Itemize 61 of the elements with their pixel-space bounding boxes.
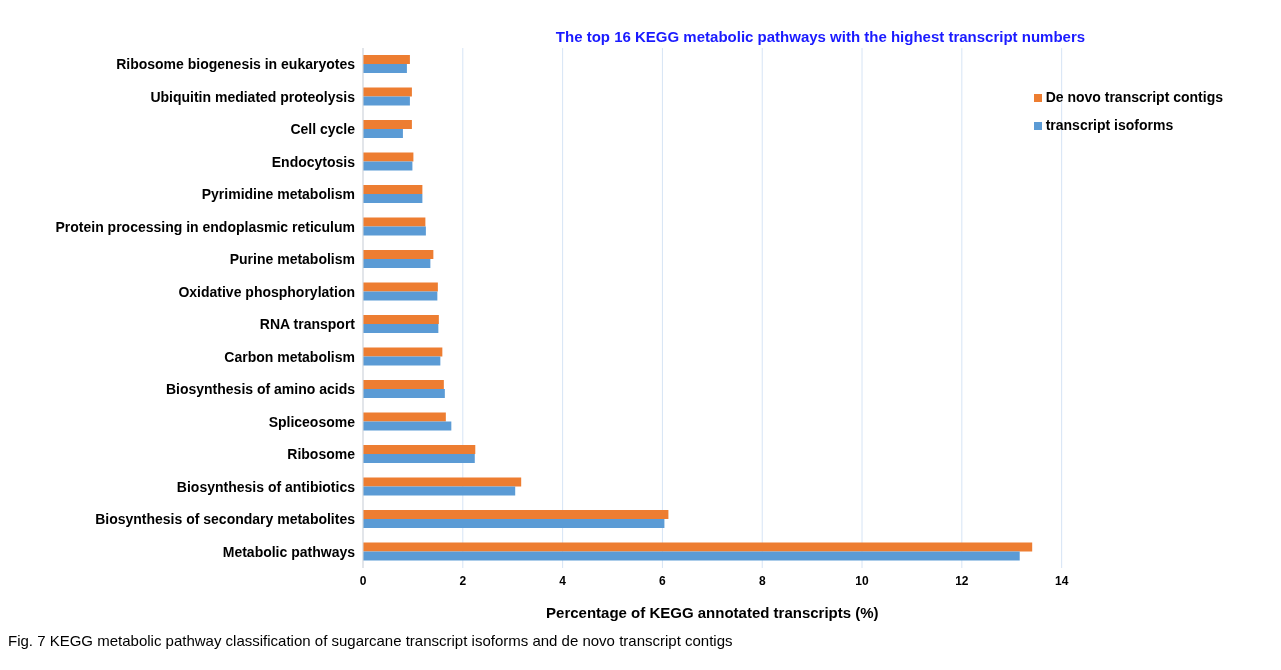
bar xyxy=(363,96,410,106)
bar xyxy=(363,347,443,357)
y-tick-label: Cell cycle xyxy=(290,121,356,138)
x-tick-label: 0 xyxy=(359,573,367,588)
bar xyxy=(363,291,438,301)
x-tick-label: 6 xyxy=(659,573,667,588)
x-tick-label: 4 xyxy=(559,573,567,588)
bar xyxy=(363,185,423,194)
y-tick-label: Ribosome xyxy=(287,446,356,463)
bar xyxy=(363,282,438,292)
bar xyxy=(363,454,475,463)
y-tick-label: RNA transport xyxy=(259,316,356,333)
y-tick-label: Spliceosome xyxy=(268,413,356,430)
bar xyxy=(363,152,414,162)
bar xyxy=(363,542,1033,552)
y-tick-label: Pyrimidine metabolism xyxy=(201,186,355,203)
chart-title: The top 16 KEGG metabolic pathways with the highest transcript numbers xyxy=(554,28,1087,45)
bar xyxy=(363,87,412,97)
y-tick-label: Endocytosis xyxy=(271,153,356,170)
x-tick-label: 14 xyxy=(1054,573,1069,588)
legend-label: De novo transcript contigs xyxy=(1045,89,1223,105)
y-tick-label: Ribosome biogenesis in eukaryotes xyxy=(116,56,356,73)
bar xyxy=(363,315,439,324)
bar xyxy=(363,510,669,519)
x-tick-label: 12 xyxy=(955,573,969,588)
x-axis-title: Percentage of KEGG annotated transcripts (%) xyxy=(546,604,879,621)
caption: Fig. 7 KEGG metabolic pathway classification of sugarcane transcript isoforms and de novo transcript contigs xyxy=(8,632,734,649)
bar xyxy=(363,217,426,227)
bar xyxy=(363,55,410,64)
bar xyxy=(363,519,665,528)
bar xyxy=(363,486,516,496)
y-tick-label: Metabolic pathways xyxy=(222,543,356,560)
bar xyxy=(363,389,445,398)
bar xyxy=(363,250,434,259)
y-tick-label: Biosynthesis of secondary metabolites xyxy=(95,511,356,528)
bar xyxy=(363,356,441,366)
bar xyxy=(363,445,476,454)
y-tick-label: Ubiquitin mediated proteolysis xyxy=(150,88,356,105)
y-tick-label: Protein processing in endoplasmic reticulum xyxy=(55,218,355,235)
bar xyxy=(363,226,426,236)
y-tick-label: Biosynthesis of antibiotics xyxy=(176,478,356,495)
x-tick-label: 10 xyxy=(855,573,870,588)
bar xyxy=(363,412,446,422)
bar xyxy=(363,477,522,487)
legend-label: transcript isoforms xyxy=(1045,117,1174,133)
bar xyxy=(363,194,423,203)
x-tick-label: 2 xyxy=(459,573,467,588)
bar xyxy=(363,324,439,333)
bar xyxy=(363,161,413,171)
bar xyxy=(363,259,431,268)
bar xyxy=(363,120,412,129)
bar xyxy=(363,551,1020,561)
y-tick-label: Oxidative phosphorylation xyxy=(178,283,355,300)
y-tick-label: Carbon metabolism xyxy=(224,348,355,365)
y-tick-label: Biosynthesis of amino acids xyxy=(165,381,356,398)
y-tick-label: Purine metabolism xyxy=(229,251,355,268)
bar xyxy=(363,421,452,431)
bar xyxy=(363,64,407,73)
x-tick-label: 8 xyxy=(758,573,766,588)
bar xyxy=(363,129,403,138)
bar xyxy=(363,380,444,389)
